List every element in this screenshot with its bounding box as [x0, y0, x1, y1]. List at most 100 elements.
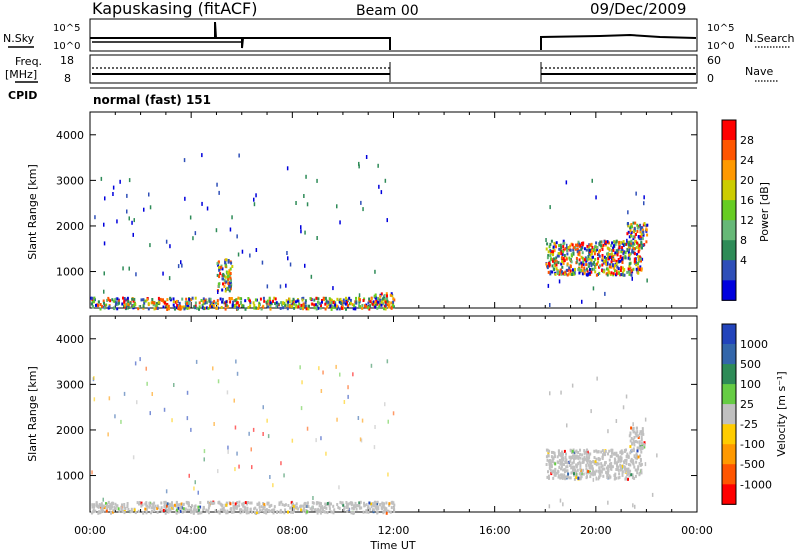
- velocity-cell: [156, 506, 159, 510]
- power-cell: [615, 272, 618, 276]
- velocity-cell: [352, 511, 355, 515]
- power-cell: [169, 296, 172, 300]
- power-cell: [569, 258, 572, 262]
- power-cell: [262, 304, 265, 308]
- power-scatter-point: [316, 178, 318, 183]
- velocity-cell: [548, 466, 551, 470]
- velocity-scatter-point: [387, 472, 389, 477]
- velocity-cell: [148, 501, 151, 505]
- power-scatter-point: [380, 190, 383, 195]
- velocity-cell: [146, 504, 149, 508]
- velocity-cell: [151, 506, 154, 510]
- velocity-cell: [550, 464, 553, 468]
- velocity-cell: [624, 466, 627, 470]
- power-cell: [581, 256, 584, 260]
- power-cell: [623, 273, 626, 277]
- power-cell: [92, 300, 95, 304]
- power-cell: [368, 297, 371, 301]
- velocity-cell: [571, 465, 574, 469]
- velocity-cell: [563, 449, 566, 453]
- power-cell: [592, 262, 595, 266]
- power-cell: [620, 250, 623, 254]
- velocity-cell: [324, 510, 327, 514]
- velocity-cell: [199, 505, 202, 509]
- power-scatter-point: [565, 180, 568, 185]
- power-cell: [572, 269, 575, 273]
- velocity-scatter-point: [134, 361, 137, 366]
- velocity-cell: [634, 474, 637, 478]
- station-title: Kapuskasing (fitACF): [92, 0, 257, 18]
- power-cell: [152, 303, 155, 307]
- power-cell: [253, 306, 256, 310]
- velocity-cell: [628, 434, 631, 438]
- velocity-cell: [374, 502, 377, 506]
- velocity-cell: [576, 468, 579, 472]
- power-cell: [622, 252, 625, 256]
- power-cell: [91, 302, 94, 306]
- velocity-cell: [628, 474, 631, 478]
- velocity-cell: [289, 506, 292, 510]
- power-cell: [380, 303, 383, 307]
- velocity-cell: [546, 448, 549, 452]
- velocity-cell: [580, 470, 583, 474]
- power-colorbar-segment: [722, 200, 736, 221]
- power-cell: [227, 260, 230, 264]
- power-cell: [552, 259, 554, 263]
- velocity-cell: [261, 508, 264, 512]
- velocity-cell: [191, 510, 194, 514]
- velocity-cell: [280, 500, 283, 504]
- velocity-scatter-point: [343, 400, 346, 404]
- power-cell: [244, 299, 247, 303]
- velocity-scatter-point: [291, 438, 294, 443]
- velocity-cell: [207, 500, 209, 504]
- power-cell: [382, 302, 385, 306]
- power-cell: [378, 305, 381, 309]
- power-cell: [616, 253, 619, 257]
- power-scatter-point: [646, 278, 648, 283]
- velocity-cell: [110, 501, 113, 505]
- power-cell: [324, 302, 327, 306]
- power-scatter-point: [631, 276, 633, 281]
- power-scatter-point: [635, 191, 637, 196]
- velocity-scatter-point: [145, 366, 147, 371]
- velocity-scatter-point: [562, 502, 564, 507]
- velocity-cell: [633, 455, 636, 459]
- velocity-cell: [151, 502, 154, 506]
- power-cell: [249, 304, 252, 308]
- power-cell: [595, 273, 598, 277]
- velocity-cell: [260, 505, 263, 509]
- power-cell: [228, 297, 231, 300]
- power-cell: [635, 260, 638, 264]
- power-cell: [582, 241, 585, 245]
- velocity-cell: [551, 470, 554, 474]
- velocity-scatter-point: [233, 398, 235, 403]
- velocity-cell: [145, 511, 148, 515]
- power-cell: [116, 307, 119, 311]
- power-cell: [608, 265, 611, 269]
- power-cell: [637, 250, 640, 254]
- power-cell: [557, 254, 560, 258]
- velocity-cell: [640, 436, 643, 439]
- velocity-cell: [547, 470, 549, 474]
- velocity-cell: [579, 462, 582, 466]
- power-cell: [133, 297, 136, 301]
- power-cell: [263, 299, 266, 303]
- velocity-scatter-point: [644, 417, 647, 422]
- velocity-cell: [559, 476, 562, 480]
- velocity-cell: [107, 505, 110, 508]
- power-cell: [597, 257, 600, 261]
- velocity-cell: [607, 467, 610, 470]
- velocity-cell: [610, 454, 613, 458]
- velocity-cell: [234, 502, 237, 506]
- power-cell: [606, 240, 609, 244]
- velocity-cell: [643, 443, 646, 447]
- power-cell: [588, 243, 591, 247]
- velocity-cell: [595, 449, 598, 453]
- power-cell: [326, 305, 329, 309]
- velocity-cell: [121, 503, 123, 507]
- velocity-cell: [604, 450, 607, 453]
- power-cell: [621, 246, 624, 249]
- velocity-cell: [628, 463, 630, 467]
- power-cell: [320, 304, 322, 308]
- velocity-cell: [585, 476, 588, 480]
